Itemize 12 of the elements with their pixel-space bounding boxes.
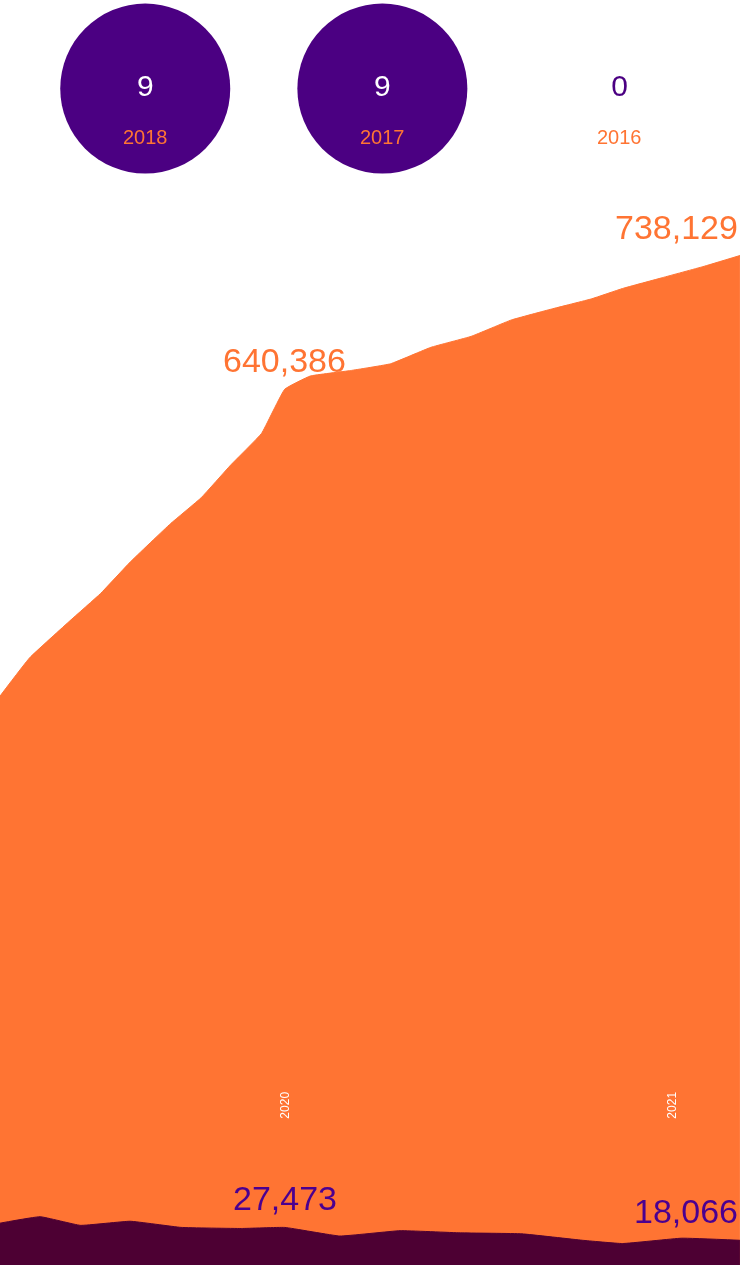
data-label: 738,129: [615, 208, 738, 246]
data-label: 9: [136, 69, 154, 103]
data-label: 640,386: [223, 341, 346, 379]
data-label: 0: [611, 69, 628, 103]
x-tick-label: 2020: [277, 1091, 292, 1119]
data-label: 9: [374, 69, 391, 103]
data-label: 18,066: [634, 1192, 738, 1230]
x-tick-label: 2021: [665, 1091, 680, 1119]
category-label: 2017: [360, 126, 405, 148]
category-label: 2018: [123, 126, 168, 148]
data-label: 27,473: [233, 1179, 337, 1217]
category-label: 2016: [597, 126, 642, 148]
